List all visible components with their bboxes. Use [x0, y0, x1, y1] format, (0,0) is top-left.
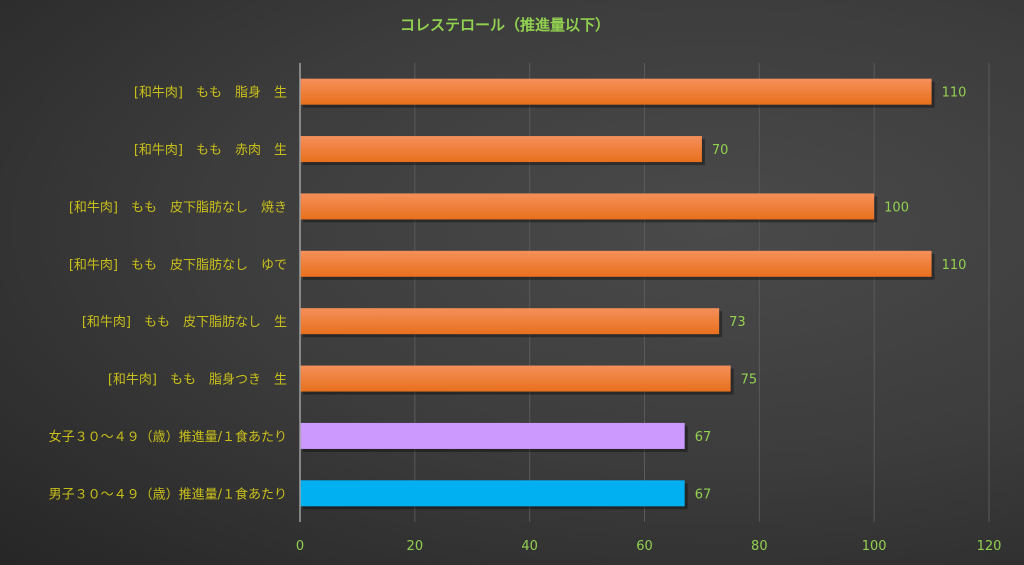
bar — [300, 308, 720, 335]
category-label: 女子３０～４９（歳）推進量/１食あたり — [49, 429, 287, 445]
x-tick-label: 60 — [636, 539, 653, 554]
data-label: 67 — [695, 487, 712, 502]
data-label: 110 — [942, 258, 967, 273]
data-label: 75 — [741, 373, 758, 388]
category-label: [和牛肉] もも 赤肉 生 — [134, 143, 287, 158]
x-tick-label: 120 — [977, 539, 1002, 554]
bar — [300, 422, 685, 449]
x-tick-label: 100 — [862, 539, 887, 554]
x-tick-label: 80 — [751, 539, 768, 554]
category-label: [和牛肉] もも 皮下脂肪なし 焼き — [69, 199, 287, 215]
bar — [300, 365, 731, 392]
category-label: 男子３０～４９（歳）推進量/１食あたり — [49, 486, 287, 502]
data-label: 67 — [695, 430, 712, 445]
bar — [300, 136, 702, 163]
category-label: [和牛肉] もも 皮下脂肪なし 生 — [82, 314, 287, 330]
category-label: [和牛肉] もも 脂身つき 生 — [108, 372, 287, 388]
bar — [300, 193, 875, 220]
bar — [300, 78, 932, 105]
data-label: 73 — [729, 315, 746, 330]
category-label: [和牛肉] もも 脂身 生 — [134, 85, 287, 101]
data-label: 110 — [942, 86, 967, 101]
data-label: 100 — [884, 200, 909, 215]
data-label: 70 — [712, 143, 729, 158]
bar — [300, 250, 932, 277]
x-tick-label: 0 — [296, 539, 304, 554]
category-label: [和牛肉] もも 皮下脂肪なし ゆで — [69, 257, 287, 273]
bar — [300, 480, 685, 507]
x-tick-label: 20 — [407, 539, 424, 554]
x-tick-label: 40 — [521, 539, 538, 554]
chart-title: コレステロール（推進量以下） — [400, 16, 610, 34]
